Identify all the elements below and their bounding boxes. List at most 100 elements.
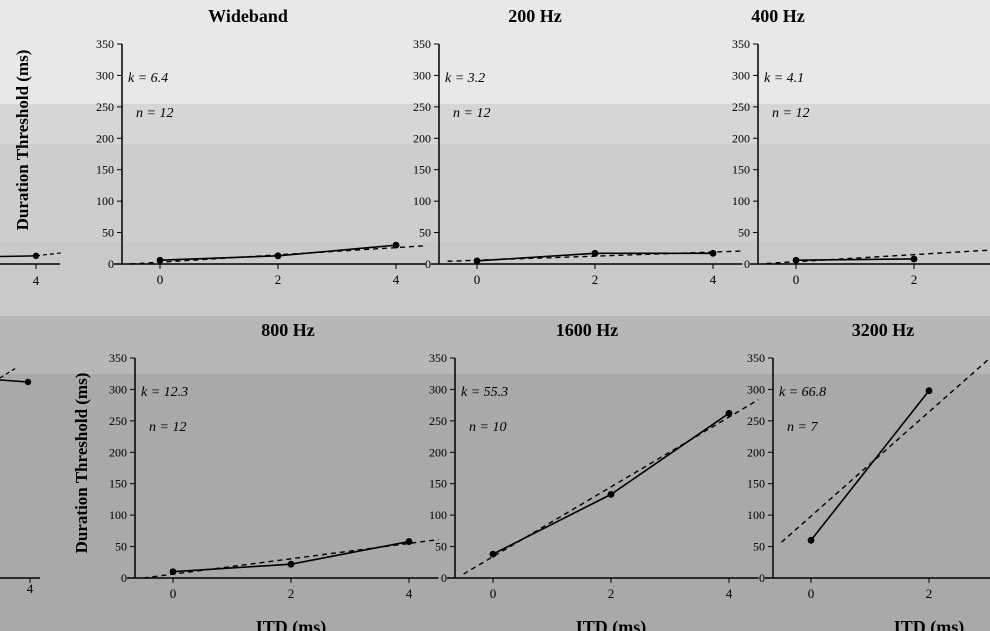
data-point [287,560,295,568]
x-tick-label: 4 [726,586,733,601]
y-tick-label: 200 [429,445,447,459]
n-annotation: n = 12 [136,106,173,121]
x-axis-label: ITD (ms) [256,617,327,631]
x-tick-label: 2 [911,272,918,287]
panel-title: 200 Hz [508,6,562,26]
band-2 [0,104,990,144]
y-tick-label: 350 [429,351,447,365]
k-annotation: k = 6.4 [128,71,168,86]
fragment-fit-line [0,367,17,379]
x-tick-label: 2 [608,586,615,601]
k-annotation: k = 66.8 [779,385,826,400]
fragment-point [32,252,40,260]
data-point [792,256,800,264]
k-annotation: k = 3.2 [445,71,485,86]
band-4 [0,242,990,316]
x-tick-label: 2 [288,586,295,601]
y-tick-label: 50 [115,540,127,554]
panel-2: 0 50 100 150 200 250 300 350 0 2 4 200 Hz k = 3.2 n =… [413,6,743,287]
x-tick-label: 4 [710,272,717,287]
panel-title: 3200 Hz [852,320,915,340]
data-line [492,412,730,555]
data-point [607,490,615,498]
data-point [473,257,481,265]
y-tick-label: 150 [96,163,114,177]
x-tick-label: 0 [490,586,497,601]
y-tick-label: 350 [732,37,750,51]
y-tick-label: 0 [759,571,765,585]
band-5 [0,316,990,374]
data-point [807,536,815,544]
fit-line [463,399,759,575]
y-tick-label: 200 [109,445,127,459]
x-tick-label: 2 [926,586,933,601]
data-point [274,252,282,260]
panel-4: 0 50 100 150 200 250 300 350 0 2 4 800 Hz Duration T… [72,320,439,631]
y-tick-label: 300 [429,382,447,396]
fit-line [766,249,990,265]
y-tick-label: 0 [744,257,750,271]
y-tick-label: 100 [747,508,765,522]
y-axis-label: Duration Threshold (ms) [72,373,91,554]
y-tick-label: 300 [96,68,114,82]
x-axis-label: ITD (ms) [894,617,965,631]
y-tick-label: 50 [435,540,447,554]
band-6 [0,374,990,631]
y-tick-label: 50 [419,226,431,240]
y-tick-label: 200 [732,131,750,145]
x-tick-label: 0 [793,272,800,287]
y-tick-label: 150 [429,477,447,491]
data-point [709,249,717,257]
fragment-tick-label: 4 [27,581,34,596]
y-tick-label: 300 [732,68,750,82]
x-tick-label: 4 [406,586,413,601]
panel-1: 0 50 100 150 200 250 300 350 0 2 4 Wideband Duration… [13,6,426,287]
y-tick-label: 300 [747,382,765,396]
n-annotation: n = 12 [453,106,490,121]
y-tick-label: 200 [96,131,114,145]
y-tick-label: 0 [108,257,114,271]
y-tick-label: 0 [121,571,127,585]
data-point [725,409,733,417]
data-point [489,550,497,558]
x-tick-label: 0 [157,272,164,287]
y-tick-label: 50 [102,226,114,240]
k-annotation: k = 12.3 [141,385,188,400]
data-line [795,258,915,262]
y-tick-label: 350 [109,351,127,365]
y-tick-label: 100 [96,194,114,208]
x-tick-label: 4 [393,272,400,287]
edge-fragments: 44 [0,252,63,596]
n-annotation: n = 12 [149,420,186,435]
y-tick-label: 150 [109,477,127,491]
y-tick-label: 100 [732,194,750,208]
data-point [392,241,400,249]
x-axis-label: ITD (ms) [576,617,647,631]
y-tick-label: 50 [738,226,750,240]
y-tick-label: 200 [747,445,765,459]
panel-title: 1600 Hz [556,320,619,340]
y-tick-label: 250 [109,414,127,428]
y-axis-label: Duration Threshold (ms) [13,50,32,231]
panel-title: 800 Hz [261,320,315,340]
data-line [810,390,930,541]
fragment-point [24,378,32,386]
y-tick-label: 250 [747,414,765,428]
x-tick-label: 0 [170,586,177,601]
y-tick-label: 350 [96,37,114,51]
y-tick-label: 150 [747,477,765,491]
y-tick-label: 50 [753,540,765,554]
y-tick-label: 350 [413,37,431,51]
panel-3: 0 50 100 150 200 250 300 350 0 2 400 Hz k = 4.1 n = … [732,6,990,287]
panel-title: 400 Hz [751,6,805,26]
y-tick-label: 100 [109,508,127,522]
x-tick-label: 0 [808,586,815,601]
y-tick-label: 250 [96,100,114,114]
k-annotation: k = 4.1 [764,71,804,86]
band-1 [0,0,990,104]
n-annotation: n = 12 [772,106,809,121]
x-tick-label: 2 [592,272,599,287]
n-annotation: n = 7 [787,420,818,435]
